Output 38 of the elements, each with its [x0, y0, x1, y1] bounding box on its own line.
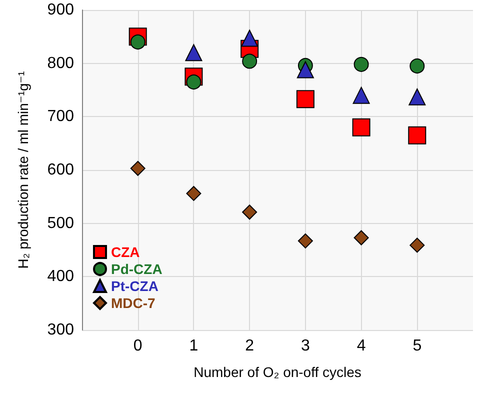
point — [296, 61, 314, 78]
point — [241, 30, 258, 47]
point — [352, 118, 370, 136]
point — [354, 230, 369, 246]
x-tick-label: 2 — [245, 338, 254, 354]
x-tick-label: 3 — [300, 338, 310, 354]
x-axis-title: Number of O₂ on-off cycles — [194, 364, 362, 380]
point — [186, 74, 202, 90]
point — [130, 160, 146, 176]
point — [185, 44, 202, 62]
point — [242, 54, 258, 69]
y-tick-label: 900 — [47, 2, 74, 18]
y-tick-label: 700 — [47, 108, 74, 126]
y-axis-title: H₂ production rate / ml min⁻¹g⁻¹ — [15, 70, 31, 269]
point — [408, 126, 426, 144]
point — [296, 90, 314, 108]
y-tick-label: 400 — [47, 268, 74, 286]
legend-label: Pd-CZA — [111, 261, 162, 277]
y-tick-label: 800 — [47, 54, 74, 72]
point — [130, 34, 146, 50]
legend-label: CZA — [111, 244, 140, 260]
y-tick-label: 500 — [47, 214, 74, 232]
legend-label: Pt-CZA — [111, 278, 158, 294]
point — [298, 233, 313, 248]
point — [408, 88, 426, 106]
x-tick-label: 0 — [133, 338, 142, 354]
point — [242, 204, 258, 220]
point — [410, 238, 425, 253]
point — [410, 58, 425, 74]
x-tick-label: 5 — [412, 338, 422, 354]
point — [352, 86, 370, 104]
y-tick-label: 300 — [47, 322, 74, 338]
x-tick-label: 4 — [356, 338, 366, 354]
x-tick-label: 1 — [189, 338, 198, 354]
point — [186, 186, 202, 201]
legend-label: MDC-7 — [111, 295, 156, 311]
y-tick-label: 600 — [47, 162, 74, 178]
point — [354, 56, 369, 72]
